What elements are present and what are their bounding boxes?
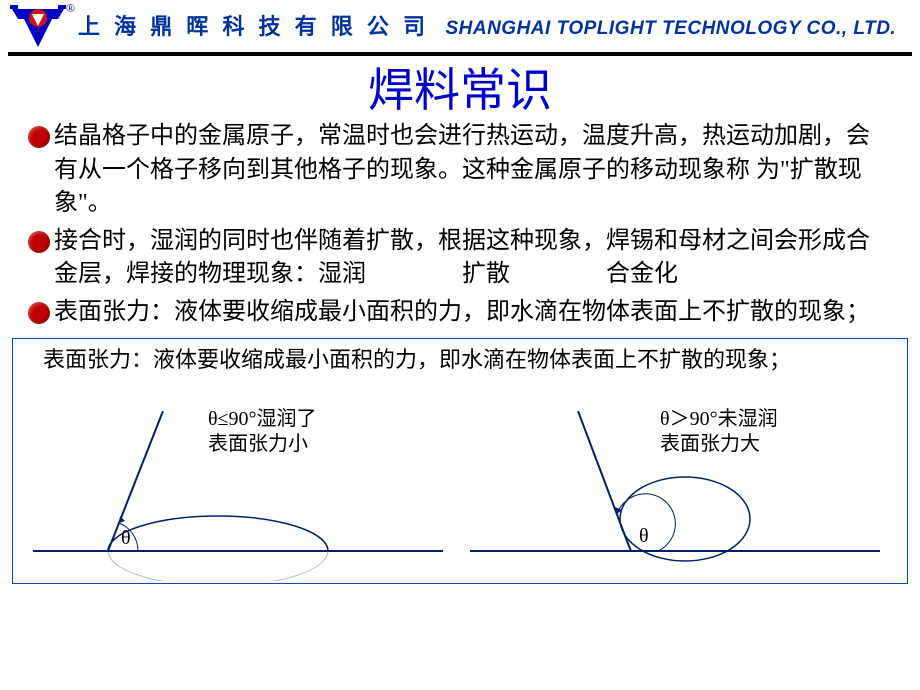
diagram-nonwetting: θ＞90°未湿润 表面张力大 θ bbox=[460, 411, 907, 581]
bullet-text: 接合时，湿润的同时也伴随着扩散，根据这种现象，焊锡和母材之间会形成合金层，焊接的… bbox=[54, 225, 892, 292]
bullet-icon bbox=[28, 126, 50, 148]
bullet-icon bbox=[28, 302, 50, 324]
page-title: 焊料常识 bbox=[0, 54, 920, 120]
diagram-wetting: θ≤90°湿润了 表面张力小 θ bbox=[13, 411, 460, 581]
registered-mark: ® bbox=[66, 1, 75, 16]
header: ® 上 海 鼎 晖 科 技 有 限 公 司 SHANGHAI TOPLIGHT … bbox=[0, 0, 920, 50]
list-item: 结晶格子中的金属原子，常温时也会进行热运动，温度升高，热运动加剧，会有从一个格子… bbox=[28, 120, 892, 221]
wetting-figure bbox=[13, 411, 458, 581]
nonwetting-figure bbox=[460, 411, 905, 581]
company-name: 上 海 鼎 晖 科 技 有 限 公 司 SHANGHAI TOPLIGHT TE… bbox=[78, 9, 896, 41]
bullet-text: 表面张力：液体要收缩成最小面积的力，即水滴在物体表面上不扩散的现象； bbox=[54, 296, 870, 330]
list-item: 接合时，湿润的同时也伴随着扩散，根据这种现象，焊锡和母材之间会形成合金层，焊接的… bbox=[28, 225, 892, 292]
bullet-text: 结晶格子中的金属原子，常温时也会进行热运动，温度升高，热运动加剧，会有从一个格子… bbox=[54, 120, 892, 221]
diagram-row: θ≤90°湿润了 表面张力小 θ θ＞90°未湿润 表面张力大 bbox=[13, 411, 907, 581]
company-logo-icon: ® bbox=[8, 1, 68, 49]
diagram-box: 表面张力：液体要收缩成最小面积的力，即水滴在物体表面上不扩散的现象； θ≤90°… bbox=[12, 338, 908, 584]
box-caption: 表面张力：液体要收缩成最小面积的力，即水滴在物体表面上不扩散的现象； bbox=[13, 339, 907, 375]
company-name-en: SHANGHAI TOPLIGHT TECHNOLOGY CO., LTD. bbox=[445, 18, 896, 39]
bullet-icon bbox=[28, 231, 50, 253]
company-name-cn: 上 海 鼎 晖 科 技 有 限 公 司 bbox=[78, 14, 429, 39]
list-item: 表面张力：液体要收缩成最小面积的力，即水滴在物体表面上不扩散的现象； bbox=[28, 296, 892, 330]
bullet-list: 结晶格子中的金属原子，常温时也会进行热运动，温度升高，热运动加剧，会有从一个格子… bbox=[0, 120, 920, 330]
theta-left: θ bbox=[121, 527, 131, 550]
theta-right: θ bbox=[639, 525, 649, 548]
